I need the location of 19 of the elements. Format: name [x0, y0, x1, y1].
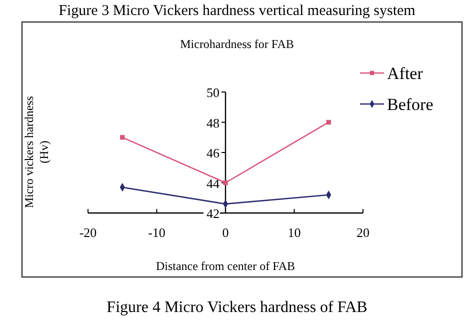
caption: Figure 4 Micro Vickers hardness of FAB: [106, 299, 368, 316]
y-tick-label: 44: [206, 176, 220, 191]
caption: Figure 3 Micro Vickers hardness vertical measuring system: [58, 3, 416, 19]
y-tick-label: 46: [206, 146, 220, 160]
y-axis-title: Micro vickers hardness (Hv): [22, 96, 51, 208]
x-tick-label: 10: [288, 225, 301, 240]
y-tick-label: 50: [206, 85, 220, 100]
x-axis-title: Distance from center of FAB: [156, 259, 296, 273]
chart-title: Microhardness for FAB: [180, 37, 294, 51]
point: [326, 120, 331, 125]
y-tick-label: 48: [206, 115, 220, 130]
y-tick-label: 42: [206, 206, 220, 221]
x-tick-label: 0: [222, 225, 229, 240]
x-tick-label: -20: [79, 225, 97, 240]
legend-label: Before: [387, 95, 434, 114]
legend-label: After: [387, 64, 424, 83]
point: [120, 135, 125, 140]
x-tick-label: -10: [148, 225, 166, 240]
x-tick-label: 20: [356, 225, 370, 240]
